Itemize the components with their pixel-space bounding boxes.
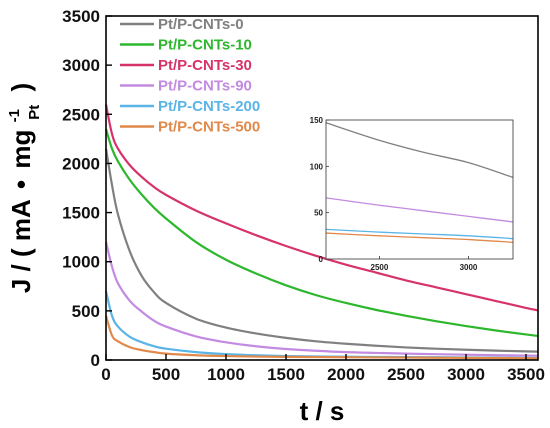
- y-axis-title-bullet: •: [6, 180, 36, 189]
- y-tick-label: 2000: [62, 154, 100, 173]
- y-tick-label: 1000: [62, 253, 100, 272]
- y-tick-label: 0: [91, 351, 100, 370]
- legend-label-pt-p-cnts-200: Pt/P-CNTs-200: [158, 98, 260, 115]
- x-tick-label: 2000: [327, 365, 365, 384]
- x-tick-label: 0: [101, 365, 110, 384]
- y-tick-label: 500: [72, 302, 100, 321]
- inset-y-tick-label: 0: [319, 255, 324, 264]
- inset-y-tick-label: 150: [310, 116, 324, 125]
- legend-label-pt-p-cnts-30: Pt/P-CNTs-30: [158, 57, 252, 74]
- inset-series-layer: [325, 122, 514, 243]
- plot-frame: [105, 15, 539, 361]
- y-axis-title-unit: mg: [6, 130, 36, 169]
- series-line-pt-p-cnts-10: [104, 128, 539, 338]
- series-line-pt-p-cnts-0: [104, 148, 539, 353]
- inset-series-line-pt-p-cnts-500: [325, 232, 514, 243]
- legend-label-pt-p-cnts-90: Pt/P-CNTs-90: [158, 78, 252, 95]
- legend-label-pt-p-cnts-0: Pt/P-CNTs-0: [158, 16, 244, 33]
- inset-series-line-pt-p-cnts-200: [325, 228, 514, 240]
- x-tick-label: 1500: [267, 365, 305, 384]
- x-tick-label: 1000: [207, 365, 245, 384]
- x-tick-label: 500: [152, 365, 180, 384]
- y-tick-label: 3000: [62, 56, 100, 75]
- inset-x-tick-label: 3000: [460, 263, 478, 272]
- y-axis-title-prefix: J / ( mA: [6, 199, 36, 293]
- inset-series-line-pt-p-cnts-0: [325, 122, 514, 179]
- x-tick-label: 3500: [507, 365, 545, 384]
- y-tick-label: 3500: [62, 7, 100, 26]
- legend-label-pt-p-cnts-10: Pt/P-CNTs-10: [158, 37, 252, 54]
- y-axis-title-suffix: ): [6, 83, 36, 92]
- inset-axis-ticks: 2500 3000 0 50 100 150: [310, 116, 478, 272]
- y-axis-title-superscript: -1: [6, 109, 23, 122]
- inset-background: [326, 120, 513, 259]
- y-axis-title-subscript: Pt: [26, 105, 43, 120]
- series-layer: [104, 104, 539, 360]
- inset-series-line-pt-p-cnts-90: [325, 197, 514, 223]
- series-line-pt-p-cnts-500: [104, 315, 539, 360]
- axis-ticks: 0 500 1000 1500 2000 2500 3000 3500050010001500…: [62, 7, 545, 384]
- inset-chart: 2500 3000 0 50 100 150: [310, 116, 514, 272]
- legend-label-pt-p-cnts-500: Pt/P-CNTs-500: [158, 119, 260, 136]
- series-line-pt-p-cnts-30: [104, 104, 539, 312]
- inset-y-tick-label: 100: [310, 162, 324, 171]
- y-tick-label: 1500: [62, 204, 100, 223]
- y-tick-label: 2500: [62, 105, 100, 124]
- inset-y-tick-label: 50: [314, 209, 323, 218]
- x-axis-title: t / s: [300, 396, 345, 426]
- legend: Pt/P-CNTs-0 Pt/P-CNTs-10 Pt/P-CNTs-30 Pt/P-…: [120, 16, 260, 136]
- x-tick-label: 2500: [387, 365, 425, 384]
- x-tick-label: 3000: [447, 365, 485, 384]
- series-line-pt-p-cnts-200: [104, 290, 539, 360]
- series-line-pt-p-cnts-90: [104, 241, 539, 357]
- y-axis-title: J / ( mA • mg -1 Pt ): [0, 83, 45, 293]
- inset-frame: [325, 119, 514, 260]
- inset-x-tick-label: 2500: [371, 263, 389, 272]
